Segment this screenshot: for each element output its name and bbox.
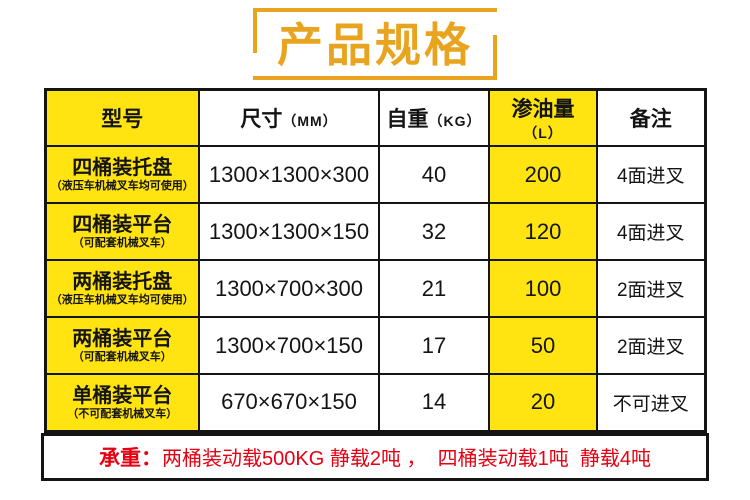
weight-cell: 17	[378, 316, 490, 375]
remark-cell: 4面进叉	[596, 145, 706, 204]
load-note-label: 承重：	[99, 446, 162, 470]
table-header-row: 型号 尺寸（MM） 自重（KG） 渗油量（L） 备注	[44, 88, 706, 147]
remark-cell: 2面进叉	[596, 316, 706, 375]
weight-cell: 21	[378, 259, 490, 318]
header-size: 尺寸（MM）	[198, 88, 380, 147]
banner-border-top	[253, 8, 497, 12]
banner-border-left	[253, 8, 257, 53]
size-cell: 1300×1300×300	[198, 145, 380, 204]
load-note-text: 两桶装动载500KG 静载2吨 ， 四桶装动载1吨 静载4吨	[162, 448, 651, 470]
table-row: 两桶装托盘 （液压车机械叉车均可使用） 1300×700×300 21 100 …	[44, 259, 706, 318]
remark-cell: 不可进叉	[596, 373, 706, 432]
oil-cell: 120	[488, 202, 598, 261]
table-row: 两桶装平台 （可配套机械叉车） 1300×700×150 17 50 2面进叉	[44, 316, 706, 375]
size-cell: 1300×1300×150	[198, 202, 380, 261]
oil-cell: 20	[488, 373, 598, 432]
header-weight: 自重（KG）	[378, 88, 490, 147]
table-row: 四桶装平台 （可配套机械叉车） 1300×1300×150 32 120 4面进…	[44, 202, 706, 261]
size-cell: 1300×700×300	[198, 259, 380, 318]
header-model: 型号	[44, 88, 200, 147]
weight-cell: 40	[378, 145, 490, 204]
weight-cell: 14	[378, 373, 490, 432]
table-row: 单桶装平台 （不可配套机械叉车） 670×670×150 14 20 不可进叉	[44, 373, 706, 432]
remark-cell: 4面进叉	[596, 202, 706, 261]
remark-cell: 2面进叉	[596, 259, 706, 318]
model-cell: 两桶装托盘 （液压车机械叉车均可使用）	[44, 259, 200, 318]
model-cell: 四桶装平台 （可配套机械叉车）	[44, 202, 200, 261]
banner-border-bottom	[253, 76, 497, 80]
page-title: 产品规格	[277, 19, 473, 71]
model-cell: 四桶装托盘 （液压车机械叉车均可使用）	[44, 145, 200, 204]
model-cell: 两桶装平台 （可配套机械叉车）	[44, 316, 200, 375]
oil-cell: 200	[488, 145, 598, 204]
spec-table: 型号 尺寸（MM） 自重（KG） 渗油量（L） 备注 四桶装托盘 （液压车机械叉…	[43, 88, 707, 433]
oil-cell: 50	[488, 316, 598, 375]
size-cell: 670×670×150	[198, 373, 380, 432]
model-cell: 单桶装平台 （不可配套机械叉车）	[44, 373, 200, 432]
oil-cell: 100	[488, 259, 598, 318]
banner-border-right	[493, 35, 497, 80]
load-capacity-note: 承重： 两桶装动载500KG 静载2吨 ， 四桶装动载1吨 静载4吨	[41, 432, 709, 481]
table-row: 四桶装托盘 （液压车机械叉车均可使用） 1300×1300×300 40 200…	[44, 145, 706, 204]
size-cell: 1300×700×150	[198, 316, 380, 375]
header-remark: 备注	[596, 88, 706, 147]
header-oil: 渗油量（L）	[488, 88, 598, 147]
title-banner: 产品规格	[253, 8, 497, 80]
weight-cell: 32	[378, 202, 490, 261]
